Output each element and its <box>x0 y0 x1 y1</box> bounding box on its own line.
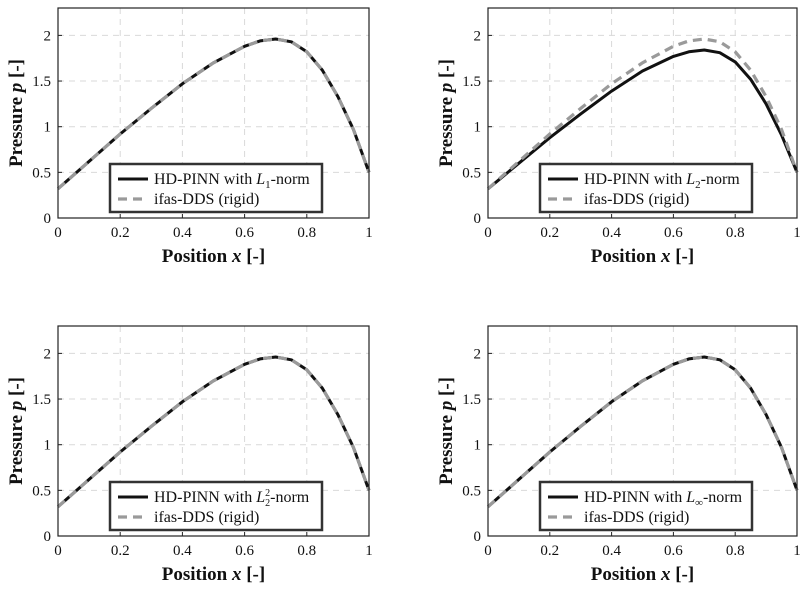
x-tick-label: 0.4 <box>173 543 192 559</box>
y-tick-label: 1 <box>44 120 52 136</box>
x-axis-label: Position x [-] <box>591 564 694 585</box>
axes-box <box>487 325 798 537</box>
y-tick-label: 1 <box>474 438 482 454</box>
y-tick-label: 1.5 <box>32 392 51 408</box>
series-line-reference <box>486 355 799 508</box>
y-tick-label: 1 <box>474 120 482 136</box>
series-line-reference <box>486 37 799 190</box>
y-tick-label: 0 <box>474 529 482 545</box>
y-tick-label: 2 <box>474 28 482 44</box>
legend-entry-2: ifas-DDS (rigid) <box>154 509 259 526</box>
x-tick-label: 0.8 <box>297 225 316 241</box>
y-tick-label: 1.5 <box>462 392 481 408</box>
y-tick-label: 0.5 <box>462 165 481 181</box>
x-tick-label: 0.2 <box>540 543 559 559</box>
x-tick-label: 0.4 <box>602 225 621 241</box>
y-axis-label: Pressure p [-] <box>6 377 27 485</box>
x-tick-label: 0.2 <box>540 225 559 241</box>
y-tick-label: 1.5 <box>462 74 481 90</box>
x-tick-label: 0.8 <box>726 543 745 559</box>
chart-panel-2: 0 0.2 0.4 0.6 0.8 1 0 0.5 1 1.5 2 Position x [-] Pre… <box>436 7 800 267</box>
x-tick-label: 0.8 <box>726 225 745 241</box>
legend-box <box>538 162 754 214</box>
y-tick-label: 0 <box>44 529 52 545</box>
chart-panel-4: 0 0.2 0.4 0.6 0.8 1 0 0.5 1 1.5 2 Position x [-] Pre… <box>436 325 800 585</box>
y-tick-label: 0.5 <box>462 483 481 499</box>
legend-box <box>108 162 324 214</box>
legend-entry-2: ifas-DDS (rigid) <box>154 191 259 208</box>
x-axis-label: Position x [-] <box>162 246 265 267</box>
x-tick-label: 0.4 <box>602 543 621 559</box>
x-tick-label: 0.2 <box>111 225 130 241</box>
legend-entry-1: HD-PINN with L∞-norm <box>584 489 743 509</box>
y-tick-label: 1.5 <box>32 74 51 90</box>
legend-entry-2: ifas-DDS (rigid) <box>584 191 689 208</box>
legend-box <box>108 480 324 532</box>
y-axis-label: Pressure p [-] <box>436 59 457 167</box>
y-tick-label: 0.5 <box>32 165 51 181</box>
x-tick-label: 0.6 <box>235 543 254 559</box>
x-tick-label: 0 <box>484 225 492 241</box>
x-tick-label: 0.8 <box>297 543 316 559</box>
x-tick-label: 1 <box>793 543 800 559</box>
y-tick-label: 0.5 <box>32 483 51 499</box>
y-tick-label: 2 <box>474 346 482 362</box>
x-tick-label: 1 <box>793 225 800 241</box>
y-tick-label: 2 <box>44 346 52 362</box>
x-tick-label: 0.6 <box>664 225 683 241</box>
x-axis-label: Position x [-] <box>591 246 694 267</box>
chart-panel-1: 0 0.2 0.4 0.6 0.8 1 0 0.5 1 1.5 2 Position x [-] Pre… <box>6 7 373 267</box>
y-axis-label: Pressure p [-] <box>6 59 27 167</box>
x-tick-label: 1 <box>365 543 373 559</box>
x-tick-label: 1 <box>365 225 373 241</box>
y-tick-label: 2 <box>44 28 52 44</box>
series-line-pinn <box>487 48 799 190</box>
legend-entry-1: HD-PINN with L2-norm <box>584 171 740 191</box>
legend-entry-2: ifas-DDS (rigid) <box>584 509 689 526</box>
x-tick-label: 0 <box>54 225 62 241</box>
y-axis-label: Pressure p [-] <box>436 377 457 485</box>
x-tick-label: 0.2 <box>111 543 130 559</box>
axes-box <box>57 7 370 219</box>
legend-entry-1: HD-PINN with L2 2-norm <box>154 488 310 509</box>
axes-box <box>487 7 798 219</box>
x-tick-label: 0 <box>484 543 492 559</box>
series-line-reference <box>56 37 371 191</box>
chart-panel-3: 0 0.2 0.4 0.6 0.8 1 0 0.5 1 1.5 2 Position x [-] Pre… <box>6 325 373 585</box>
x-tick-label: 0.4 <box>173 225 192 241</box>
series-line-reference <box>56 355 371 509</box>
axes-box <box>57 325 370 537</box>
y-tick-label: 0 <box>474 211 482 227</box>
y-tick-label: 0 <box>44 211 52 227</box>
legend-box <box>538 480 754 532</box>
legend-entry-1: HD-PINN with L1-norm <box>154 171 310 191</box>
x-tick-label: 0.6 <box>664 543 683 559</box>
x-tick-label: 0.6 <box>235 225 254 241</box>
y-tick-label: 1 <box>44 438 52 454</box>
x-axis-label: Position x [-] <box>162 564 265 585</box>
x-tick-label: 0 <box>54 543 62 559</box>
